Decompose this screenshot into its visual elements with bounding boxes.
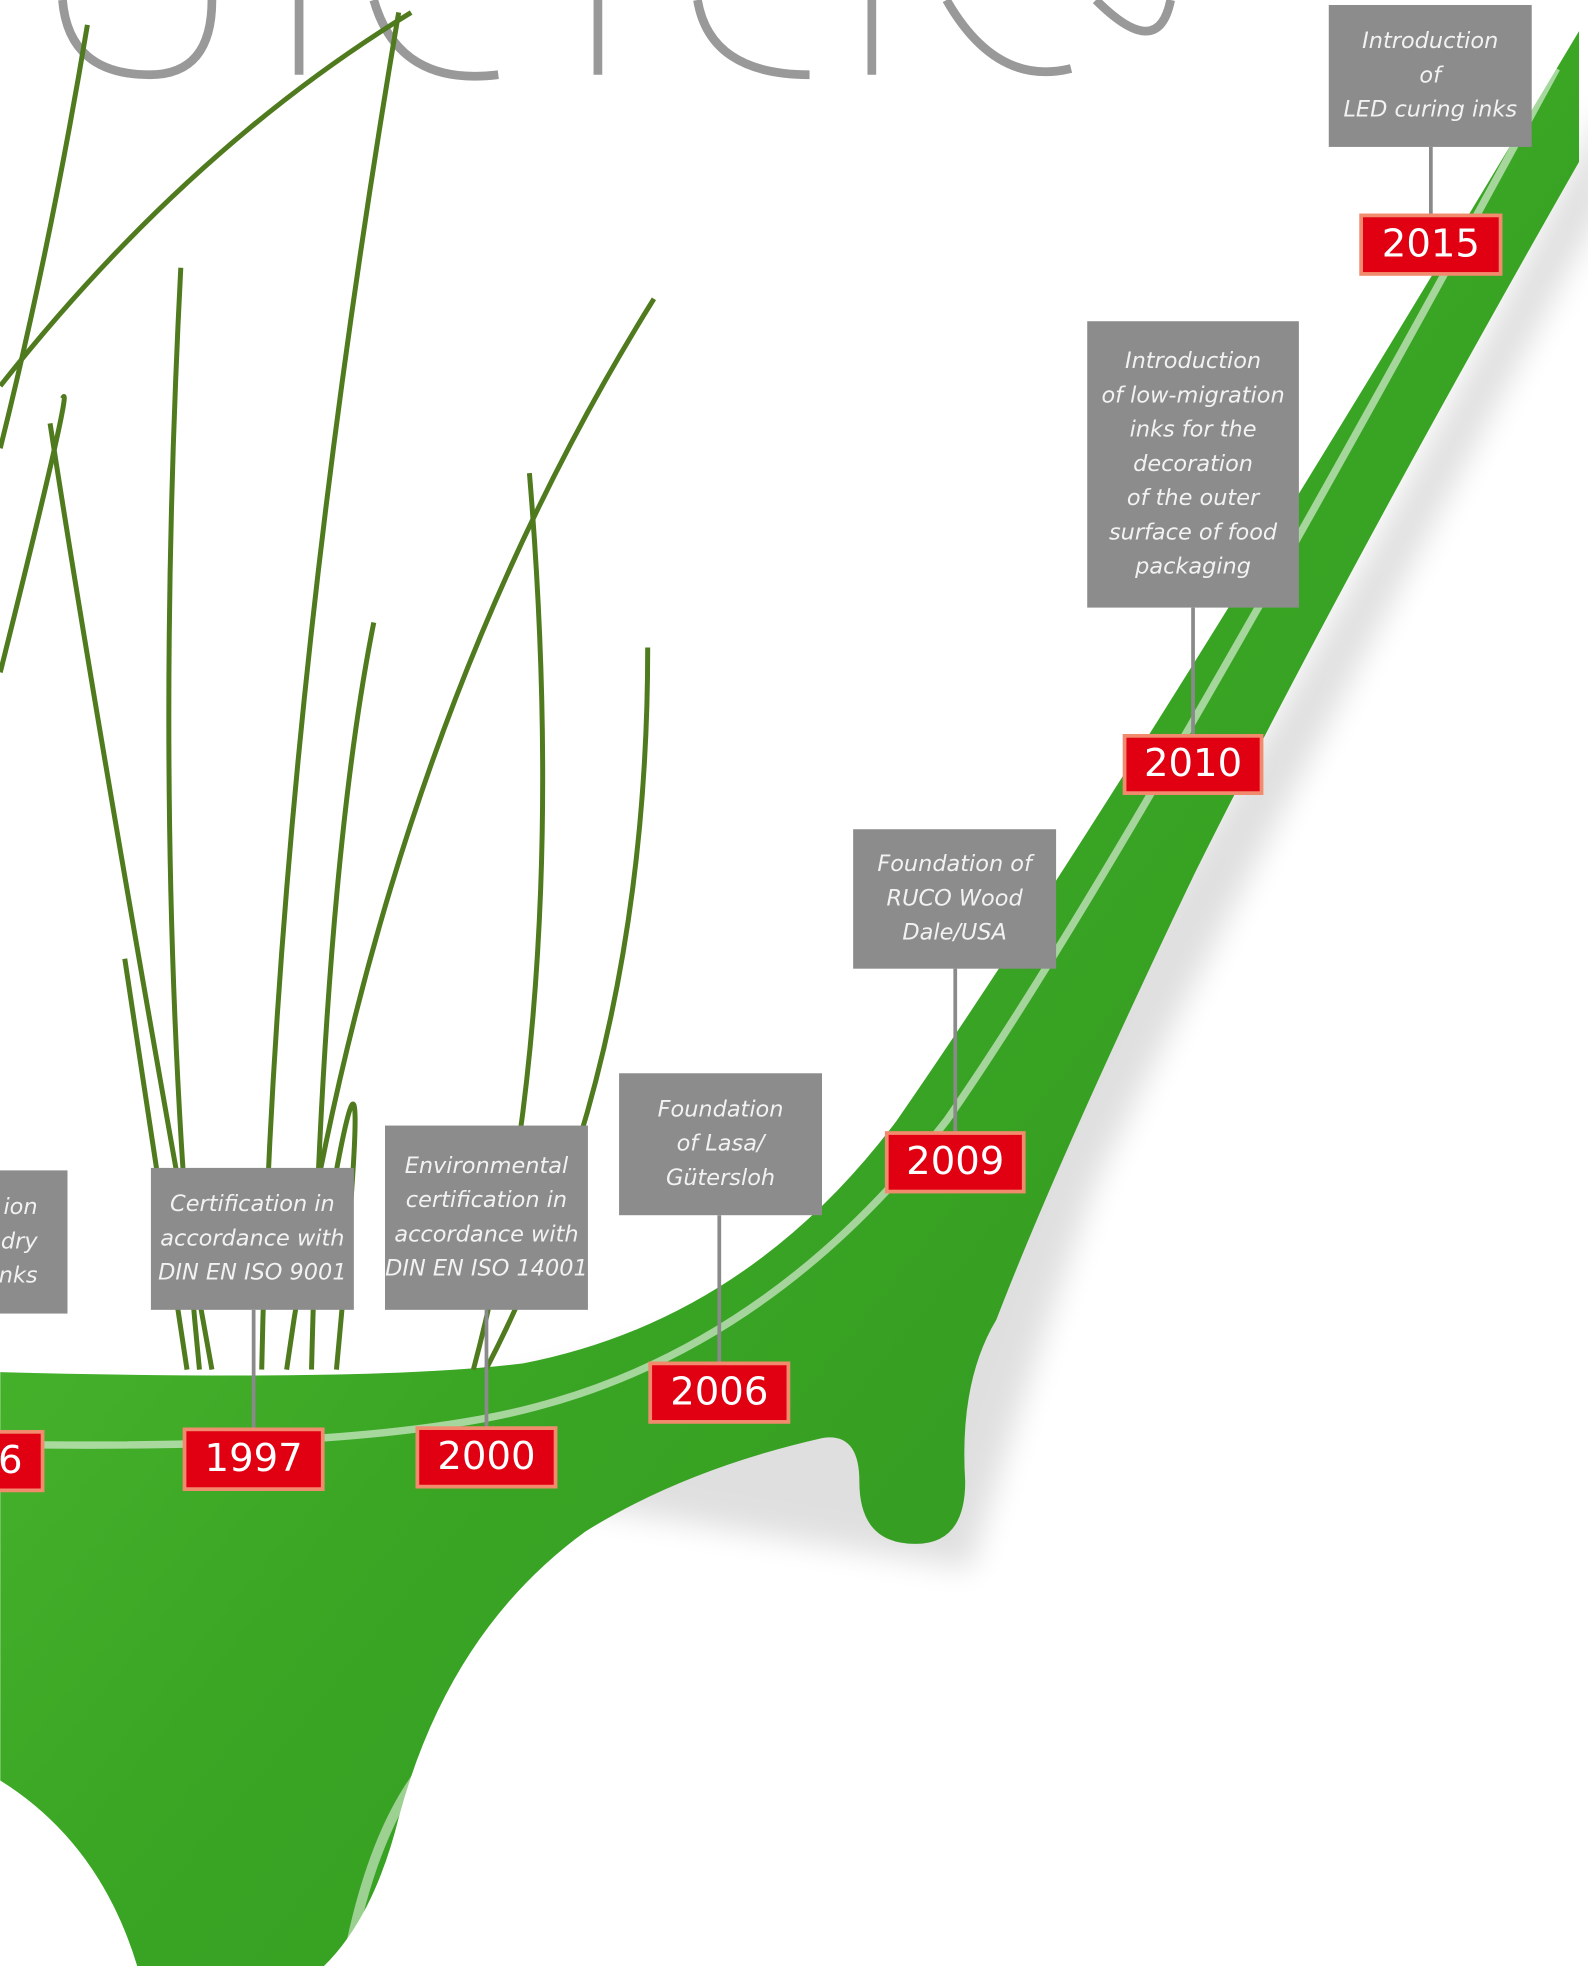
event-description: DIN EN ISO 14001 [385, 1256, 588, 1282]
event-description: decoration [1133, 451, 1253, 477]
event-description: accordance with [160, 1225, 344, 1251]
event-description: Introduction [1362, 28, 1498, 54]
timeline-event: Introduction of LED curing inks 2015 [1329, 5, 1532, 274]
event-year: 1997 [205, 1436, 303, 1481]
event-description: surface of food [1109, 519, 1278, 545]
event-description: LED curing inks [1343, 97, 1517, 123]
event-description: Foundation of [877, 851, 1035, 877]
event-description: Dale/USA [902, 920, 1007, 946]
event-description: ion [3, 1194, 37, 1220]
event-description: Gütersloh [666, 1165, 775, 1191]
decoration [0, 0, 1588, 1966]
event-description: packaging [1134, 554, 1251, 580]
event-description: DIN EN ISO 9001 [158, 1260, 346, 1286]
timeline-infographic: ion dry nks 6 Certification in accordance wit… [0, 0, 1588, 1966]
event-description: Certification in [170, 1191, 335, 1217]
event-description: of the outer [1127, 485, 1261, 511]
event-description: dry [1, 1228, 38, 1254]
event-description: of [1419, 62, 1444, 88]
event-description: Environmental [405, 1153, 569, 1179]
event-year: 2000 [437, 1434, 535, 1479]
event-description: nks [0, 1263, 38, 1289]
event-description: of Lasa/ [677, 1131, 767, 1157]
event-description: RUCO Wood [887, 885, 1024, 911]
event-year: 2006 [670, 1369, 768, 1414]
event-year: 2009 [906, 1139, 1004, 1184]
event-year: 2015 [1382, 221, 1480, 266]
event-description: Introduction [1125, 348, 1261, 374]
event-description: of low-migration [1101, 382, 1284, 408]
event-year: 6 [0, 1438, 22, 1483]
event-description: Foundation [658, 1096, 784, 1122]
event-description: certification in [406, 1187, 567, 1213]
event-description: accordance with [394, 1221, 578, 1247]
event-year: 2010 [1144, 741, 1242, 786]
event-description: inks for the [1130, 417, 1257, 443]
